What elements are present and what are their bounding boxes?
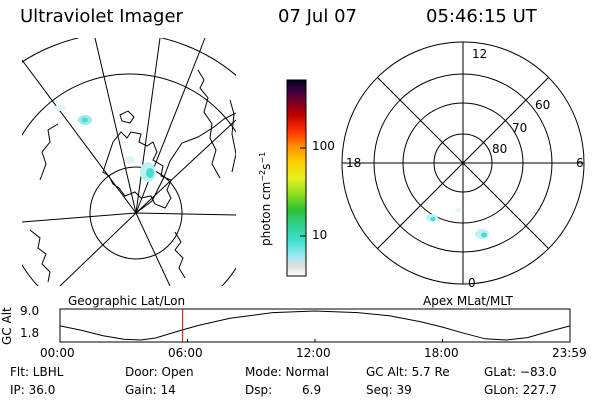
meridian: [135, 212, 171, 286]
coast-line: [39, 123, 59, 181]
meridian: [135, 38, 161, 214]
dsp-value: 6.9: [302, 383, 322, 397]
seq-status: Seq: 39: [366, 383, 412, 397]
filter-status: Flt: LBHL: [10, 365, 64, 379]
colorbar-unit-sup1: −2: [258, 169, 267, 182]
coast-line: [229, 99, 236, 173]
altitude-series-line: [59, 310, 571, 341]
colorbar-unit-main: photon cm: [259, 181, 273, 246]
island-coast: [119, 110, 135, 124]
greenland-coast: [102, 131, 172, 209]
ip-status: IP: 36.0: [10, 383, 56, 397]
meridian: [22, 212, 137, 223]
meridian: [135, 212, 236, 216]
colorbar-tick-label-100: 100: [312, 139, 335, 153]
meridian: [94, 38, 137, 214]
coast-line: [29, 229, 51, 283]
gc-alt-status: GC Alt: 5.7 Re: [366, 365, 450, 379]
colorbar-unit-sup2: −1: [258, 151, 267, 164]
mlat-label-70: 70: [512, 121, 528, 135]
y-tick-label-max: 9.0: [20, 304, 40, 318]
x-tick-label: 06:00: [168, 346, 203, 360]
aurora-emission-right: [426, 208, 489, 239]
glat-status: GLat: −83.0: [484, 365, 557, 379]
mlt-label-0: 0: [468, 276, 476, 290]
instrument-title: Ultraviolet Imager: [20, 6, 183, 27]
mlat-label-80: 80: [492, 142, 508, 156]
colorbar: [286, 79, 307, 277]
polar-grid: [341, 41, 585, 285]
meridian: [59, 212, 137, 286]
dsp-label: Dsp:: [245, 383, 273, 397]
colorbar-unit-label: photon cm−2s−1: [258, 152, 273, 246]
apex-panel-label: Apex MLat/MLT: [423, 294, 513, 308]
meridian: [135, 119, 236, 214]
geographic-panel-label: Geographic Lat/Lon: [68, 294, 186, 308]
x-tick-label: 00:00: [40, 346, 75, 360]
time-label: 05:46:15 UT: [426, 6, 537, 27]
date-label: 07 Jul 07: [278, 6, 357, 27]
meridian: [22, 59, 137, 214]
altitude-plot-frame: [59, 308, 571, 343]
x-tick-label: 23:59: [552, 346, 587, 360]
colorbar-tick-label-10: 10: [312, 228, 328, 242]
lat-circle-mid: [22, 73, 236, 286]
colorbar-unit-sub: s: [259, 163, 273, 170]
x-tick-label: 18:00: [424, 346, 459, 360]
door-status: Door: Open: [125, 365, 194, 379]
gain-status: Gain: 14: [125, 383, 176, 397]
mode-status: Mode: Normal: [245, 365, 329, 379]
lat-circle-inner: [89, 166, 183, 260]
polar-diagonal: [377, 77, 549, 249]
mlt-label-6: 6: [576, 156, 584, 170]
mlat-label-60: 60: [535, 98, 551, 112]
coast-line: [197, 69, 221, 179]
altitude-axis-label: GC Alt: [0, 307, 14, 345]
mlt-label-18: 18: [346, 156, 362, 170]
glon-status: GLon: 227.7: [484, 383, 557, 397]
coast-line: [174, 231, 186, 279]
geographic-map: [22, 38, 236, 286]
mlt-label-12: 12: [472, 47, 488, 61]
coast-line: [135, 112, 236, 214]
meridian: [135, 38, 206, 214]
aurora-emission-left: [54, 105, 156, 182]
y-tick-label-min: 1.8: [20, 326, 40, 340]
x-tick-label: 12:00: [296, 346, 331, 360]
